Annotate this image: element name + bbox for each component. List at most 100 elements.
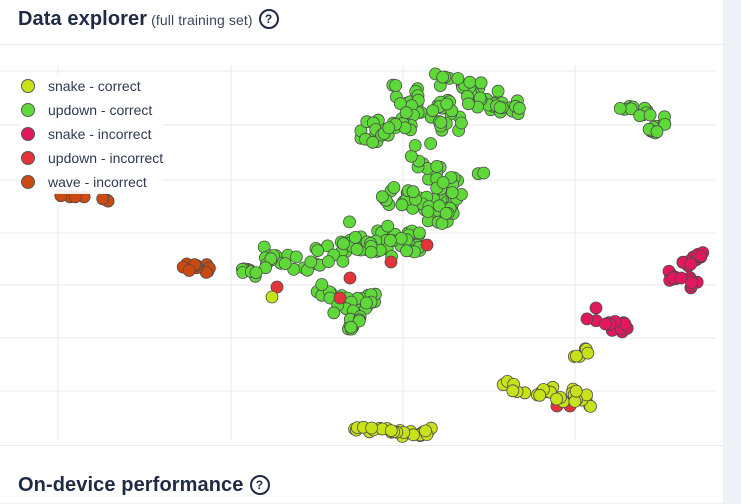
legend-item[interactable]: snake - correct — [20, 74, 163, 98]
data-point — [182, 264, 196, 277]
data-point — [569, 384, 583, 398]
data-point — [599, 317, 612, 331]
section-title: On-device performance? — [18, 474, 270, 497]
data-point — [430, 160, 444, 173]
data-point — [395, 198, 409, 212]
data-point — [550, 392, 563, 406]
data-point — [359, 296, 373, 310]
data-point — [408, 139, 422, 152]
legend-label: wave - incorrect — [48, 174, 147, 190]
data-point — [289, 250, 303, 264]
legend-item[interactable]: wave - incorrect — [20, 170, 163, 194]
data-point — [393, 97, 407, 110]
data-point — [685, 276, 698, 290]
data-point — [461, 97, 475, 111]
legend-label: snake - incorrect — [48, 126, 152, 142]
scatter-plot[interactable] — [0, 45, 723, 445]
legend: snake - correct updown - correct snake -… — [20, 74, 164, 194]
data-point — [336, 237, 350, 251]
data-point — [400, 244, 413, 258]
data-point — [491, 84, 505, 98]
data-point — [394, 231, 408, 245]
legend-swatch-snake-correct-icon — [21, 79, 35, 93]
data-point — [343, 215, 356, 229]
section-title-text: On-device performance — [18, 474, 244, 496]
data-point — [348, 230, 362, 244]
data-point — [694, 249, 708, 263]
data-point — [474, 76, 488, 90]
question-circle-icon[interactable]: ? — [249, 475, 270, 495]
data-point — [445, 186, 459, 200]
data-point — [404, 149, 418, 163]
data-point — [454, 116, 468, 130]
data-point — [463, 75, 477, 89]
data-point — [436, 176, 450, 189]
legend-label: snake - correct — [48, 78, 141, 94]
legend-swatch-wave-incorrect-icon — [21, 175, 35, 189]
data-point — [366, 135, 380, 149]
data-point — [421, 205, 435, 218]
data-point — [506, 384, 520, 398]
data-point — [387, 181, 401, 194]
legend-label: updown - incorrect — [48, 150, 164, 166]
data-point — [321, 255, 335, 269]
data-point — [327, 306, 341, 320]
data-point — [513, 101, 526, 115]
data-point — [315, 278, 329, 291]
data-point — [399, 106, 413, 120]
legend-swatch-updown-incorrect-icon — [21, 151, 35, 165]
legend-item[interactable]: updown - correct — [20, 98, 163, 122]
data-point — [383, 234, 397, 247]
data-point — [365, 421, 379, 435]
data-point — [265, 290, 279, 304]
data-point — [674, 271, 688, 285]
data-point — [439, 206, 453, 220]
data-explorer-panel: Data explorer (full training set)? snake … — [0, 0, 723, 503]
data-point — [249, 266, 263, 280]
data-point — [424, 137, 438, 150]
data-point — [493, 101, 507, 114]
data-point — [684, 257, 698, 271]
data-point — [343, 271, 357, 285]
data-point — [406, 185, 420, 199]
title-text: Data explorer — [18, 8, 148, 30]
data-point — [381, 219, 395, 233]
data-point — [570, 349, 583, 363]
on-device-performance-section: On-device performance? — [0, 445, 723, 504]
page-title: Data explorer (full training set)? — [18, 8, 279, 31]
data-point — [613, 102, 627, 115]
data-point — [589, 301, 603, 315]
data-point — [333, 291, 347, 305]
data-point — [350, 242, 364, 256]
data-point — [426, 104, 440, 117]
data-point — [389, 79, 403, 92]
data-point — [650, 125, 664, 139]
legend-swatch-snake-incorrect-icon — [21, 127, 35, 141]
data-point — [477, 166, 491, 180]
data-point — [451, 72, 465, 85]
legend-label: updown - correct — [48, 102, 153, 118]
legend-item[interactable]: updown - incorrect — [20, 146, 163, 170]
legend-swatch-updown-correct-icon — [21, 103, 35, 117]
data-point — [643, 108, 657, 122]
data-point — [581, 346, 595, 360]
data-point — [533, 388, 547, 402]
data-point — [311, 244, 325, 258]
data-point — [419, 424, 432, 438]
data-point — [436, 70, 450, 84]
data-point — [420, 238, 434, 252]
data-point — [384, 255, 398, 269]
data-point — [584, 399, 597, 413]
data-point — [580, 312, 594, 326]
data-point — [412, 226, 426, 240]
scrollbar-gutter[interactable] — [723, 0, 741, 503]
data-point — [440, 97, 454, 111]
data-point — [382, 121, 396, 135]
question-circle-icon[interactable]: ? — [258, 9, 279, 29]
data-point — [384, 424, 398, 438]
data-point — [434, 116, 448, 129]
legend-item[interactable]: snake - incorrect — [20, 122, 163, 146]
subtitle-text: (full training set) — [151, 12, 253, 28]
data-point — [96, 192, 110, 206]
data-point — [278, 257, 292, 271]
